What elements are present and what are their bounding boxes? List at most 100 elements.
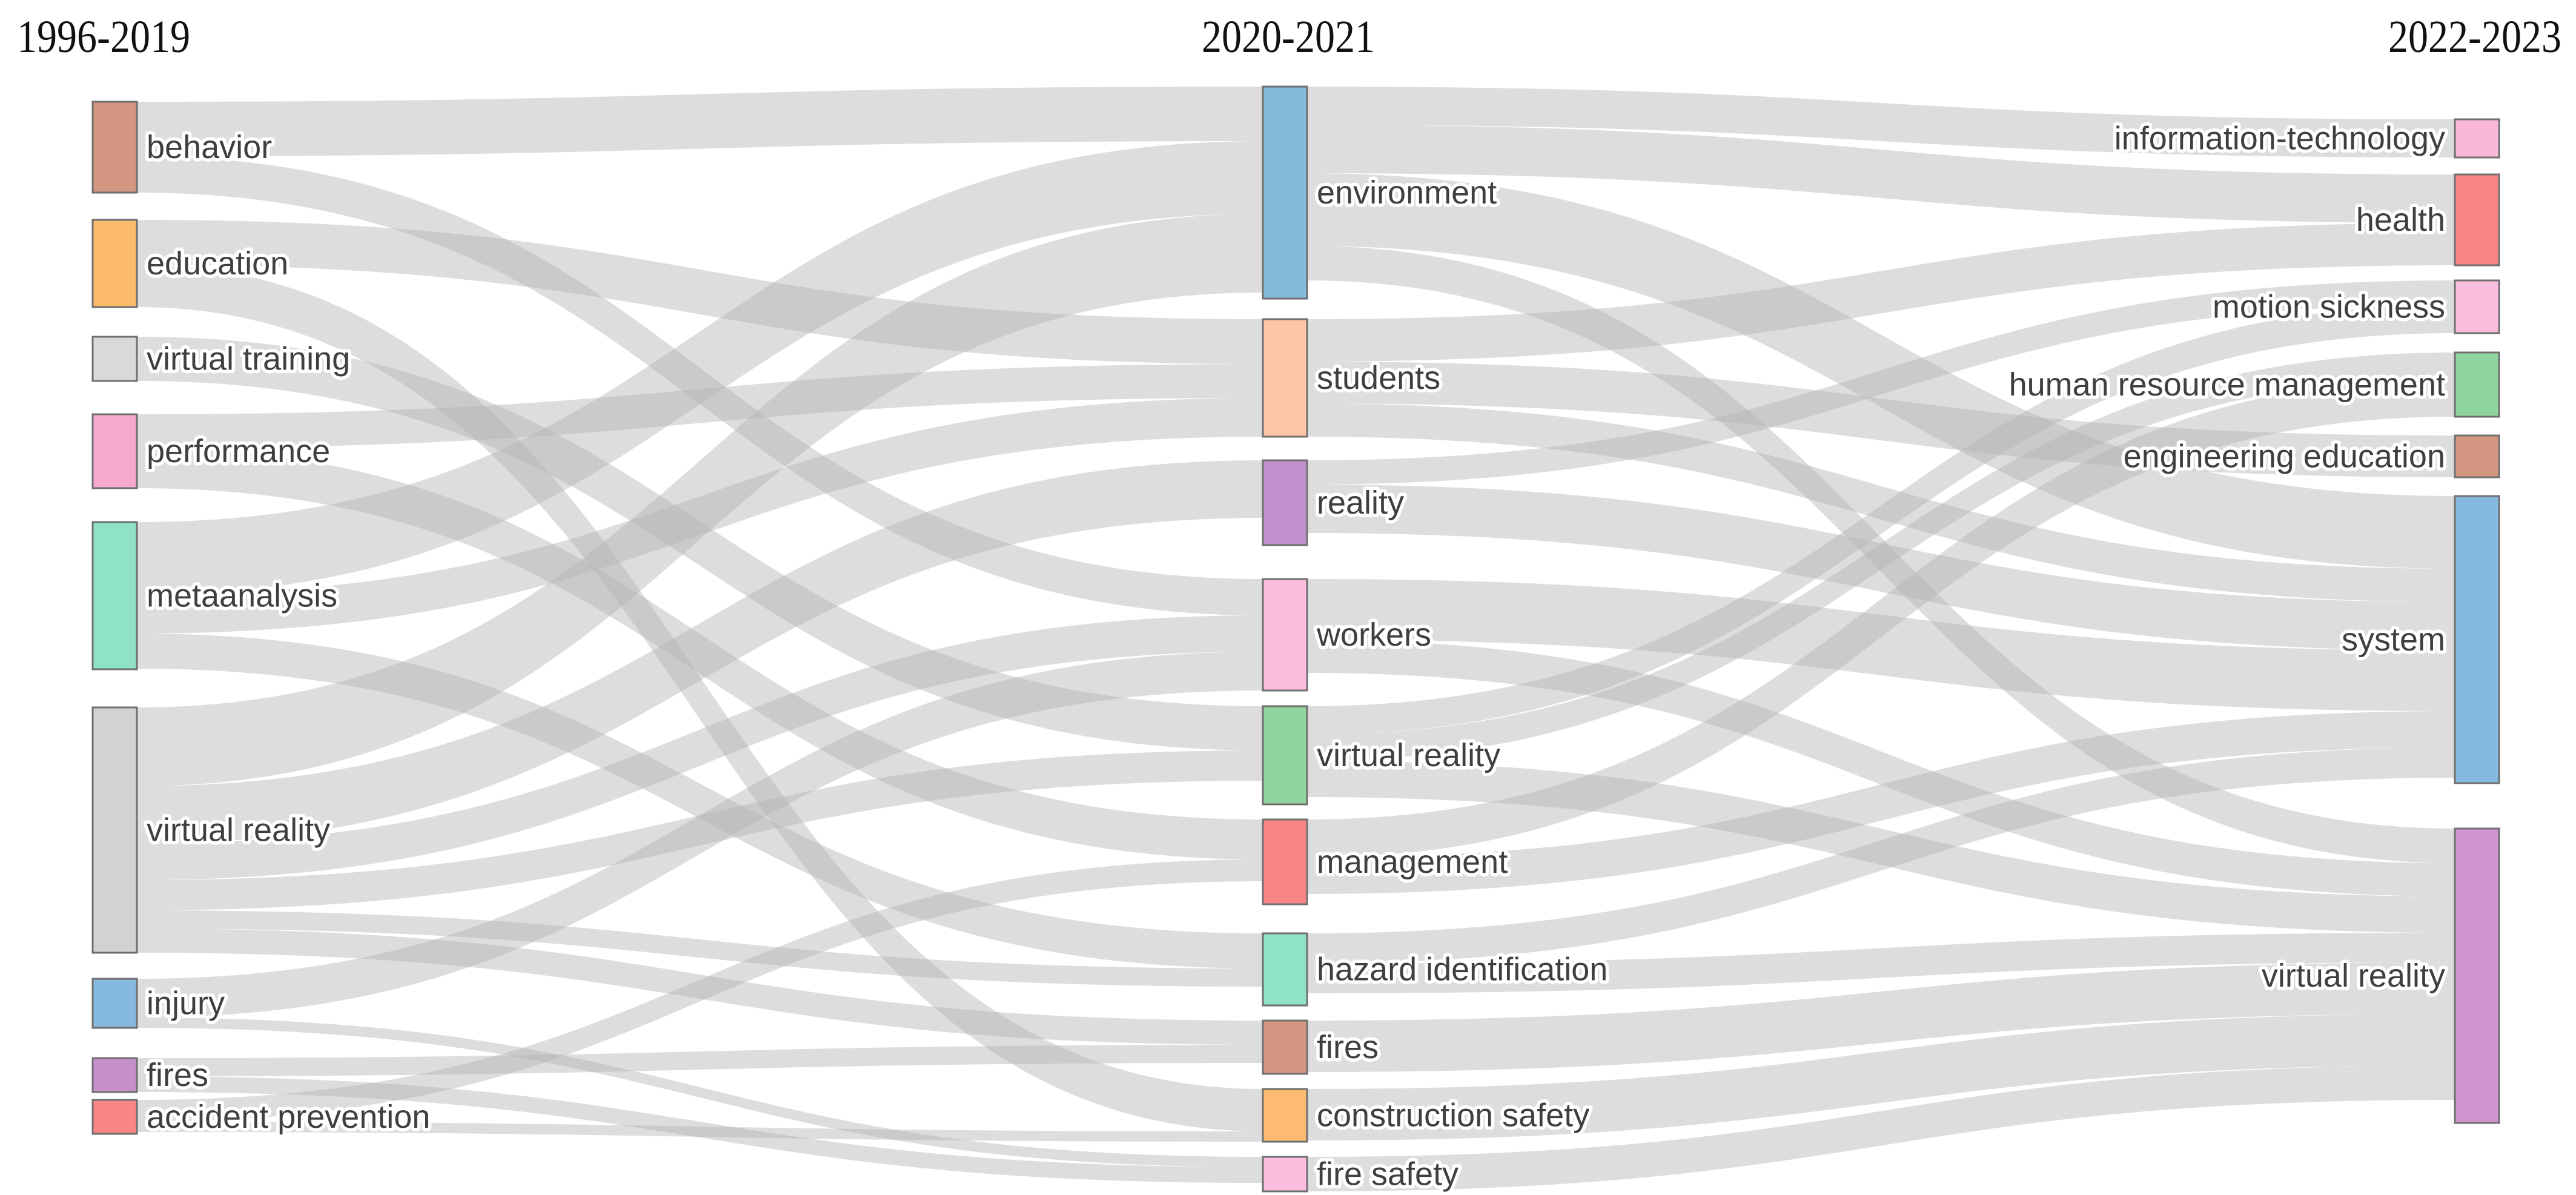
- flow-students-to-system: [1307, 403, 2455, 602]
- flow-performance-to-students: [137, 364, 1263, 448]
- node-label-environment: environment: [1317, 174, 1497, 211]
- node-label-engineering-education: engineering education: [2124, 439, 2445, 475]
- node-label-students: students: [1317, 360, 1440, 396]
- flow-virtual-reality-l-to-environment: [137, 214, 1263, 786]
- flow-fires-m-to-virtual-reality-r: [1307, 962, 2455, 1072]
- flow-environment-to-system: [1307, 173, 2455, 569]
- node-label-fires-m: fires: [1317, 1029, 1379, 1065]
- node-reality: [1262, 459, 1308, 546]
- flow-metaanalysis-to-hazard-identification: [137, 634, 1263, 968]
- flow-hazard-identification-to-system: [1307, 747, 2455, 964]
- node-virtual-reality-l: [91, 706, 138, 954]
- flow-reality-to-motion-sickness: [1307, 280, 2455, 485]
- flow-virtual-reality-m-to-human-resource-management: [1307, 353, 2455, 761]
- node-system: [2454, 495, 2500, 784]
- flow-accident-prevention-to-construction-safety: [137, 1122, 1263, 1142]
- flow-virtual-reality-l-to-reality: [137, 460, 1263, 844]
- node-label-construction-safety: construction safety: [1317, 1097, 1589, 1134]
- period-title-middle: 2020-2021: [1202, 12, 1375, 63]
- node-label-performance: performance: [147, 433, 330, 469]
- node-accident-prevention: [91, 1099, 138, 1135]
- flow-reality-to-system: [1307, 485, 2455, 650]
- flow-behavior-to-environment: [137, 87, 1263, 156]
- node-label-management: management: [1317, 844, 1508, 880]
- flow-fires-l-to-fires-m: [137, 1045, 1263, 1076]
- flow-environment-to-information-technology: [1307, 87, 2455, 157]
- node-metaanalysis: [91, 521, 138, 670]
- node-virtual-reality-m: [1262, 705, 1308, 806]
- node-construction-safety: [1262, 1088, 1308, 1143]
- node-virtual-training: [91, 336, 138, 382]
- node-label-fires-l: fires: [147, 1057, 208, 1093]
- flow-students-to-health: [1307, 223, 2455, 362]
- node-environment: [1262, 85, 1308, 300]
- node-injury: [91, 978, 138, 1029]
- flow-metaanalysis-to-environment: [137, 141, 1263, 595]
- flow-virtual-reality-l-to-hazard-identification: [137, 910, 1263, 987]
- flow-students-to-engineering-education: [1307, 362, 2455, 477]
- flow-workers-to-virtual-reality-r: [1307, 640, 2455, 896]
- flow-accident-prevention-to-management: [137, 859, 1263, 1122]
- period-title-last: 2022-2023: [2388, 12, 2561, 63]
- flow-education-to-students: [137, 220, 1263, 364]
- flow-virtual-reality-m-to-virtual-reality-r: [1307, 761, 2455, 933]
- node-label-accident-prevention: accident prevention: [147, 1099, 430, 1135]
- flow-fires-l-to-fire-safety: [137, 1076, 1263, 1183]
- node-label-reality: reality: [1317, 485, 1404, 521]
- node-label-injury: injury: [147, 985, 225, 1022]
- node-workers: [1262, 578, 1308, 692]
- node-virtual-reality-r: [2454, 827, 2500, 1124]
- flow-injury-to-fire-safety: [137, 1018, 1263, 1167]
- node-fire-safety: [1262, 1156, 1308, 1193]
- node-management: [1262, 818, 1308, 905]
- node-label-hazard-identification: hazard identification: [1317, 952, 1608, 988]
- flow-virtual-reality-l-to-fires-m: [137, 929, 1263, 1045]
- flow-injury-to-workers: [137, 652, 1263, 1018]
- node-students: [1262, 318, 1308, 438]
- flow-virtual-training-to-virtual-reality-m: [137, 337, 1263, 750]
- flow-virtual-reality-m-to-motion-sickness: [1307, 305, 2455, 735]
- flow-environment-to-virtual-reality-r: [1307, 246, 2455, 863]
- flow-virtual-reality-l-to-workers: [137, 615, 1263, 880]
- node-fires-m: [1262, 1019, 1308, 1075]
- node-engineering-education: [2454, 434, 2500, 478]
- node-label-workers: workers: [1316, 617, 1431, 653]
- node-fires-l: [91, 1057, 138, 1093]
- node-health: [2454, 173, 2500, 266]
- flow-workers-to-system: [1307, 579, 2455, 711]
- flow-environment-to-health: [1307, 125, 2455, 223]
- node-behavior: [91, 101, 138, 194]
- node-label-information-technology: information-technology: [2114, 121, 2445, 157]
- node-motion-sickness: [2454, 279, 2500, 334]
- flow-management-to-system: [1307, 711, 2455, 894]
- node-human-resource-management: [2454, 351, 2500, 418]
- node-hazard-identification: [1262, 932, 1308, 1007]
- flow-virtual-reality-l-to-virtual-reality-m: [137, 750, 1263, 910]
- node-label-system: system: [2342, 621, 2445, 658]
- flow-metaanalysis-to-students: [137, 398, 1263, 634]
- flow-fire-safety-to-virtual-reality-r: [1307, 1065, 2455, 1191]
- node-label-behavior: behavior: [147, 129, 272, 165]
- node-label-virtual-reality-m: virtual reality: [1317, 737, 1500, 773]
- flow-construction-safety-to-virtual-reality-r: [1307, 1014, 2455, 1140]
- node-label-human-resource-management: human resource management: [2009, 366, 2445, 403]
- node-label-virtual-reality-l: virtual reality: [147, 812, 330, 849]
- flow-performance-to-management: [137, 448, 1263, 859]
- node-label-virtual-training: virtual training: [147, 341, 350, 377]
- node-information-technology: [2454, 118, 2500, 159]
- node-label-fire-safety: fire safety: [1317, 1156, 1459, 1193]
- node-label-virtual-reality-r: virtual reality: [2262, 958, 2445, 994]
- node-education: [91, 219, 138, 308]
- node-performance: [91, 413, 138, 489]
- flow-education-to-construction-safety: [137, 265, 1263, 1131]
- node-label-health: health: [2356, 202, 2445, 238]
- node-label-metaanalysis: metaanalysis: [147, 578, 337, 614]
- flow-management-to-human-resource-management: [1307, 379, 2455, 858]
- node-label-education: education: [147, 245, 288, 282]
- node-label-motion-sickness: motion sickness: [2213, 289, 2445, 325]
- period-title-first: 1996-2019: [17, 12, 190, 63]
- flow-hazard-identification-to-virtual-reality-r: [1307, 933, 2455, 993]
- flow-behavior-to-workers: [137, 156, 1263, 615]
